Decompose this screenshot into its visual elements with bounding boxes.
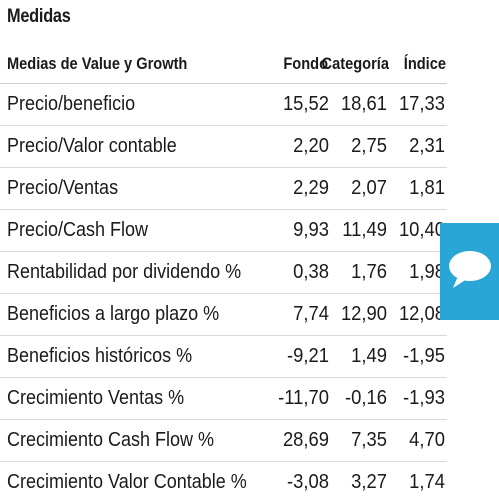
indice-value: 10,40 [398, 219, 445, 241]
fondo-value: 7,74 [293, 303, 329, 325]
row-label: Precio/Cash Flow [7, 219, 149, 241]
indice-value: 4,70 [409, 429, 445, 451]
indice-value: 12,08 [398, 303, 445, 325]
fondo-value: -9,21 [287, 345, 329, 367]
categoria-value: 1,76 [351, 261, 387, 283]
indice-value: 1,98 [409, 261, 445, 283]
table-row: Beneficios históricos % -9,21 1,49 -1,95 [0, 336, 447, 378]
table-row: Precio/Cash Flow 9,93 11,49 10,40 [0, 210, 447, 252]
categoria-value: 7,35 [351, 429, 387, 451]
indice-value: -1,93 [403, 387, 445, 409]
row-label: Crecimiento Valor Contable % [7, 471, 247, 493]
fondo-value: -11,70 [278, 387, 329, 409]
table-row: Crecimiento Ventas % -11,70 -0,16 -1,93 [0, 378, 447, 420]
fondo-value: 15,52 [282, 93, 329, 115]
chat-button[interactable] [440, 223, 499, 320]
fondo-value: 2,29 [293, 177, 329, 199]
row-label: Beneficios a largo plazo % [7, 303, 220, 325]
categoria-value: 1,49 [351, 345, 387, 367]
categoria-value: 18,61 [340, 93, 387, 115]
row-label: Beneficios históricos % [7, 345, 193, 367]
categoria-value: 11,49 [342, 219, 387, 241]
row-label: Precio/Valor contable [7, 135, 177, 157]
table-row: Crecimiento Cash Flow % 28,69 7,35 4,70 [0, 420, 447, 462]
indice-value: 1,74 [409, 471, 445, 493]
row-label: Crecimiento Cash Flow % [7, 429, 215, 451]
row-label: Rentabilidad por dividendo % [7, 261, 242, 283]
table-row: Precio/Ventas 2,29 2,07 1,81 [0, 168, 447, 210]
fondo-value: 0,38 [293, 261, 329, 283]
fondo-value: -3,08 [287, 471, 329, 493]
table-header-row: Medias de Value y Growth Fondo Categoría… [0, 44, 447, 84]
fondo-value: 2,20 [293, 135, 329, 157]
row-label: Precio/beneficio [7, 93, 136, 115]
table-row: Rentabilidad por dividendo % 0,38 1,76 1… [0, 252, 447, 294]
header-indice: Índice [403, 53, 446, 73]
table-row: Precio/beneficio 15,52 18,61 17,33 [0, 84, 447, 126]
section-title: Medidas [7, 6, 71, 27]
indice-value: 2,31 [409, 135, 445, 157]
table-row: Beneficios a largo plazo % 7,74 12,90 12… [0, 294, 447, 336]
indice-value: -1,95 [403, 345, 445, 367]
row-label: Crecimiento Ventas % [7, 387, 185, 409]
indice-value: 1,81 [409, 177, 445, 199]
categoria-value: 3,27 [351, 471, 387, 493]
categoria-value: 2,07 [351, 177, 387, 199]
table-row: Precio/Valor contable 2,20 2,75 2,31 [0, 126, 447, 168]
row-label: Precio/Ventas [7, 177, 119, 199]
fondo-value: 9,93 [293, 219, 329, 241]
categoria-value: 12,90 [340, 303, 387, 325]
header-label: Medias de Value y Growth [7, 53, 188, 73]
header-categoria: Categoría [321, 53, 389, 73]
indice-value: 17,33 [398, 93, 445, 115]
table-row: Crecimiento Valor Contable % -3,08 3,27 … [0, 462, 447, 500]
header-fondo: Fondo [283, 53, 328, 73]
fondo-value: 28,69 [282, 429, 329, 451]
categoria-value: -0,16 [345, 387, 387, 409]
categoria-value: 2,75 [351, 135, 387, 157]
value-growth-table: Medias de Value y Growth Fondo Categoría… [0, 44, 447, 500]
speech-bubble-icon [445, 248, 495, 295]
